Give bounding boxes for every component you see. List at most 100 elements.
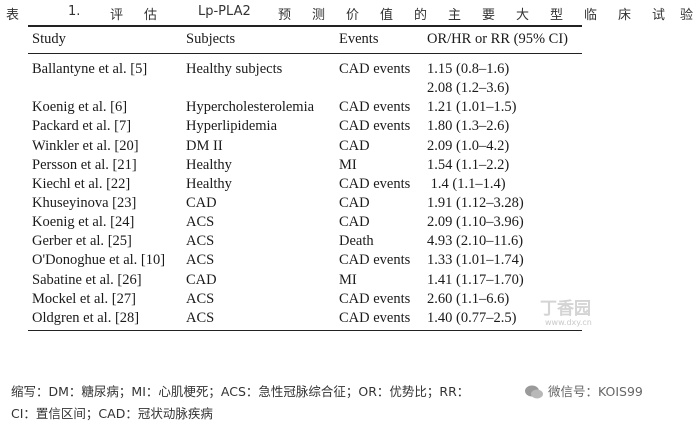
table-row: Packard et al. [7] Hyperlipidemia CAD even… — [0, 118, 698, 137]
caption-char: 临 — [584, 8, 598, 23]
cell-or-ci: 2.08 (1.2–3.6) — [427, 80, 510, 96]
reference-link[interactable]: [7] — [114, 118, 132, 134]
cell-subjects: Healthy — [186, 176, 232, 192]
cell-subjects: Hypercholesterolemia — [186, 99, 315, 115]
table-header-rule — [28, 53, 582, 54]
cell-subjects: ACS — [186, 214, 215, 230]
header-events: Events — [339, 31, 379, 47]
cell-events: CAD events — [339, 118, 411, 134]
reference-link[interactable]: [21] — [112, 157, 137, 173]
cell-subjects: CAD — [186, 195, 217, 211]
table-row: Kiechl et al. [22] Healthy CAD events 1.4 … — [0, 176, 698, 195]
cell-subjects: CAD — [186, 272, 217, 288]
cell-or-ci: 2.09 (1.0–4.2) — [427, 138, 510, 154]
caption-term: Lp-PLA2 — [198, 4, 251, 19]
cell-or-ci: 1.40 (0.77–2.5) — [427, 310, 517, 326]
cell-events: CAD events — [339, 310, 411, 326]
cell-events: CAD events — [339, 176, 411, 192]
cell-events: CAD events — [339, 291, 411, 307]
cell-study: Khuseyinova [23] — [32, 195, 136, 212]
site-watermark: 丁香园 — [540, 299, 591, 319]
study-name: Oldgren et al. — [32, 310, 115, 326]
caption-char: 试 — [652, 8, 666, 23]
caption-number: 1. — [68, 4, 81, 19]
reference-link[interactable]: [23] — [112, 195, 137, 211]
cell-study: Ballantyne et al. [5] — [32, 61, 147, 78]
cell-subjects: Hyperlipidemia — [186, 118, 278, 134]
table-row: O'Donoghue et al. [10] ACS CAD events 1.33 … — [0, 252, 698, 271]
study-name: O'Donoghue et al. — [32, 252, 141, 268]
table-row: Khuseyinova [23] CAD CAD 1.91 (1.12–3.28) — [0, 195, 698, 214]
wechat-icon — [525, 385, 543, 399]
cell-subjects: DM II — [186, 138, 223, 154]
cell-study: O'Donoghue et al. [10] — [32, 252, 165, 269]
cell-subjects: ACS — [186, 233, 215, 249]
table-row: Ballantyne et al. [5] Healthy subjects CAD… — [0, 61, 698, 80]
caption-char: 大 — [516, 8, 530, 23]
reference-link[interactable]: [28] — [114, 310, 140, 326]
reference-link[interactable]: [6] — [110, 99, 128, 115]
cell-study: Winkler et al. [20] — [32, 138, 139, 155]
study-name: Gerber et al. — [32, 233, 108, 249]
caption-char: 测 — [312, 8, 326, 23]
cell-study: Gerber et al. [25] — [32, 233, 132, 250]
cell-subjects: ACS — [186, 310, 215, 326]
cell-subjects: ACS — [186, 252, 215, 268]
cell-study: Mockel et al. [27] — [32, 291, 136, 308]
cell-study: Kiechl et al. [22] — [32, 176, 130, 193]
table-row: Winkler et al. [20] DM II CAD 2.09 (1.0–4.2… — [0, 138, 698, 157]
reference-link[interactable]: [27] — [111, 291, 136, 307]
reference-link[interactable]: [20] — [114, 138, 139, 154]
reference-link[interactable]: [10] — [140, 252, 166, 268]
wechat-watermark: 微信号：KOIS99 — [548, 384, 643, 399]
study-name: Sabatine et al. — [32, 272, 118, 288]
cell-or-ci: 1.33 (1.01–1.74) — [427, 252, 524, 268]
footnote-line-2: CI：置信区间；CAD：冠状动脉疾病 — [11, 406, 213, 421]
study-name: Ballantyne et al. — [32, 61, 131, 77]
footnote-line-1: 缩写：DM：糖尿病；MI：心肌梗死；ACS：急性冠脉综合征；OR：优势比；RR： — [11, 381, 691, 400]
cell-subjects: Healthy — [186, 157, 232, 173]
caption-char: 估 — [144, 8, 158, 23]
site-watermark-url: www.dxy.cn — [545, 318, 592, 327]
study-name: Winkler et al. — [32, 138, 115, 154]
study-name: Persson et al. — [32, 157, 113, 173]
header-subjects: Subjects — [186, 31, 236, 47]
table-caption: 表 1. 评 估 Lp-PLA2 预 测 价 值 的 主 要 大 型 临 床 试… — [6, 4, 696, 24]
reference-link[interactable]: [25] — [107, 233, 132, 249]
cell-subjects: ACS — [186, 291, 215, 307]
header-study: Study — [32, 31, 66, 47]
caption-char: 主 — [448, 8, 462, 23]
table-row: Mockel et al. [27] ACS CAD events 2.60 (1.1… — [0, 291, 698, 310]
table-bottom-rule — [28, 330, 582, 331]
cell-events: MI — [339, 157, 357, 173]
reference-link[interactable]: [26] — [117, 272, 142, 288]
reference-link[interactable]: [5] — [130, 61, 148, 77]
cell-or-ci: 1.91 (1.12–3.28) — [427, 195, 524, 211]
cell-events: CAD — [339, 195, 370, 211]
cell-study: Oldgren et al. [28] — [32, 310, 139, 327]
reference-link[interactable]: [22] — [106, 176, 131, 192]
caption-char: 值 — [380, 8, 394, 23]
cell-or-ci: 1.21 (1.01–1.5) — [427, 99, 517, 115]
table-header: Study Subjects Events OR/HR or RR (95% C… — [0, 31, 698, 51]
reference-link[interactable]: [24] — [110, 214, 135, 230]
study-name: Koenig et al. — [32, 99, 111, 115]
cell-events: CAD — [339, 214, 370, 230]
table-row: Koenig et al. [24] ACS CAD 2.09 (1.10–3.96) — [0, 214, 698, 233]
study-name: Koenig et al. — [32, 214, 111, 230]
header-or-ci: OR/HR or RR (95% CI) — [427, 31, 568, 47]
table-row: 2.08 (1.2–3.6) — [0, 80, 698, 99]
study-name: Kiechl et al. — [32, 176, 107, 192]
cell-or-ci: 1.4 (1.1–1.4) — [427, 176, 506, 192]
cell-events: CAD events — [339, 61, 411, 77]
cell-events: MI — [339, 272, 357, 288]
caption-char: 验 — [680, 8, 694, 23]
caption-char: 预 — [278, 8, 292, 23]
cell-or-ci: 1.54 (1.1–2.2) — [427, 157, 510, 173]
cell-events: CAD — [339, 138, 370, 154]
cell-events: CAD events — [339, 99, 411, 115]
cell-events: Death — [339, 233, 374, 249]
table-row: Persson et al. [21] Healthy MI 1.54 (1.1–2.… — [0, 157, 698, 176]
cell-subjects: Healthy subjects — [186, 61, 283, 77]
cell-study: Koenig et al. [24] — [32, 214, 134, 231]
